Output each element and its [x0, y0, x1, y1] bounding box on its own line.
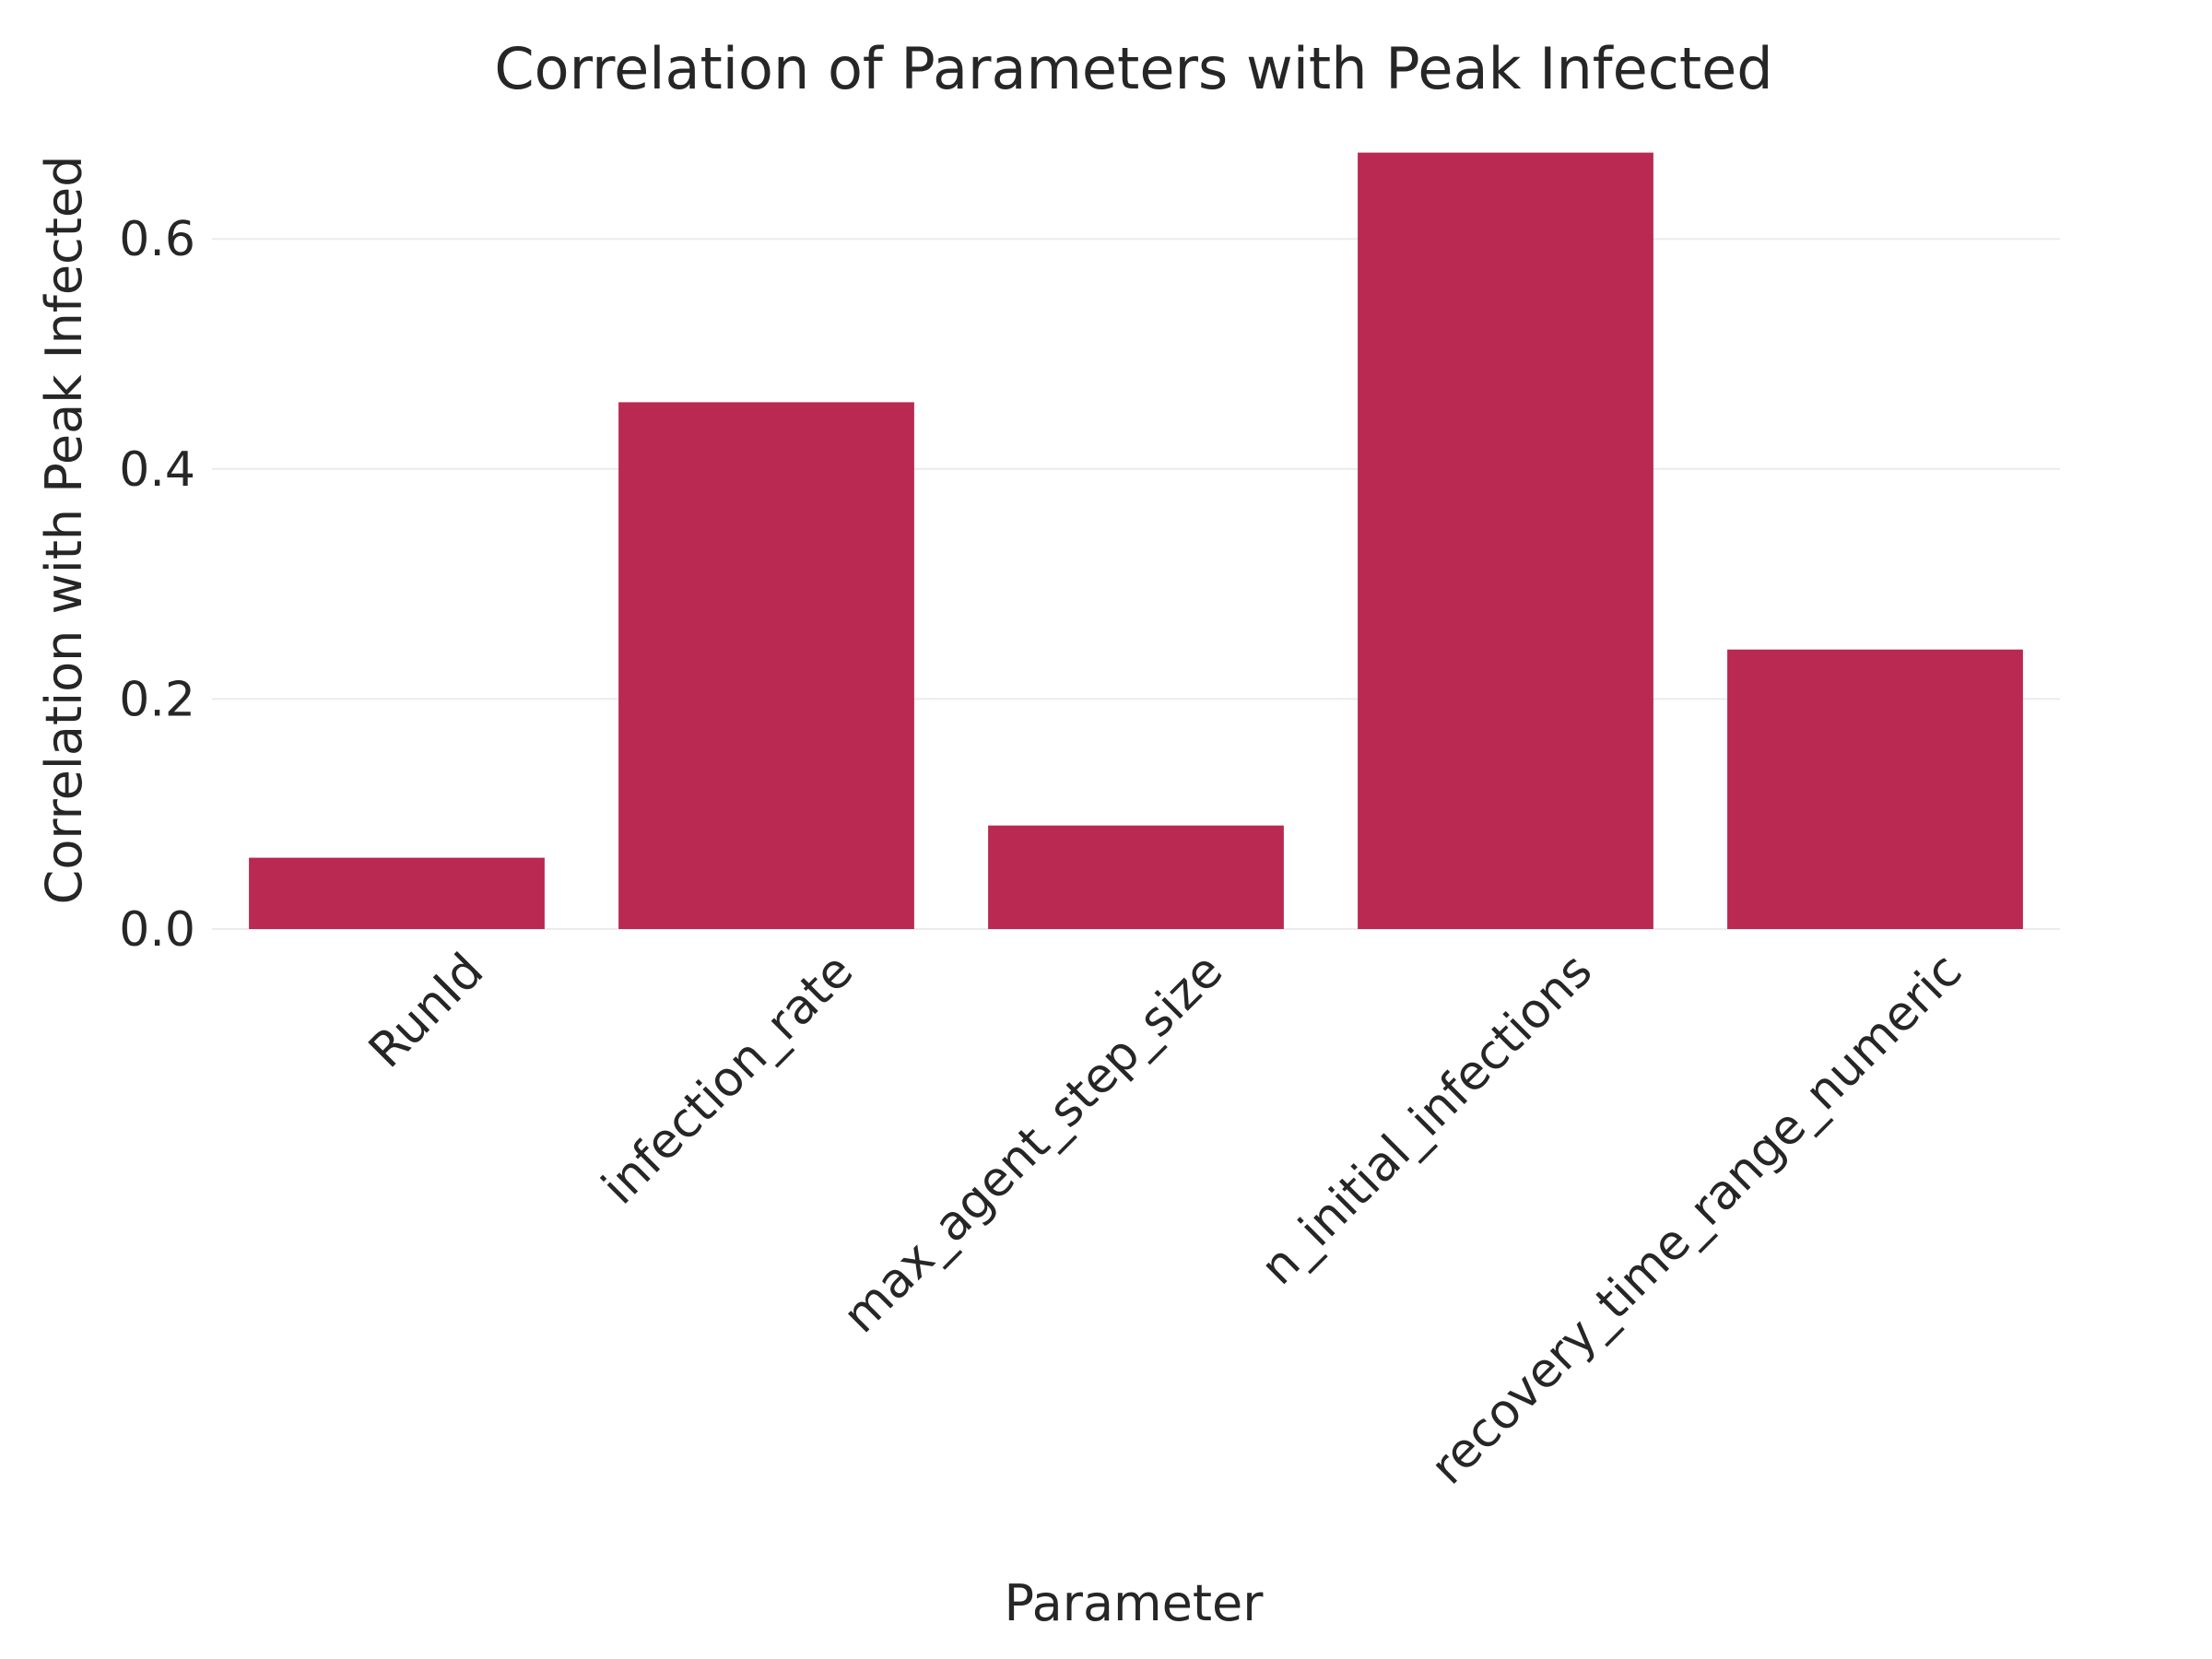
x-tick-label: infection_rate	[592, 943, 864, 1215]
x-tick-label: max_agent_step_size	[833, 943, 1234, 1344]
x-tick-label: n_initial_infections	[1251, 943, 1604, 1296]
x-axis-label: Parameter	[1005, 1574, 1265, 1632]
y-axis-ticks: 0.0 0.2 0.4 0.6	[119, 212, 195, 958]
y-tick-label: 0.6	[119, 212, 195, 267]
y-axis-label: Correlation with Peak Infected	[35, 156, 93, 905]
y-tick-label: 0.0	[119, 902, 195, 958]
bar-recovery-time-range-numeric	[1727, 649, 2023, 929]
bars	[249, 152, 2023, 930]
bar-infection-rate	[618, 402, 914, 929]
bar-max-agent-step-size	[988, 825, 1284, 929]
bar-runid	[249, 857, 545, 929]
chart-title: Correlation of Parameters with Peak Infe…	[494, 35, 1772, 102]
x-tick-label: RunId	[359, 943, 494, 1078]
y-tick-label: 0.2	[119, 672, 195, 727]
y-tick-label: 0.4	[119, 442, 195, 498]
bar-n-initial-infections	[1358, 152, 1653, 930]
